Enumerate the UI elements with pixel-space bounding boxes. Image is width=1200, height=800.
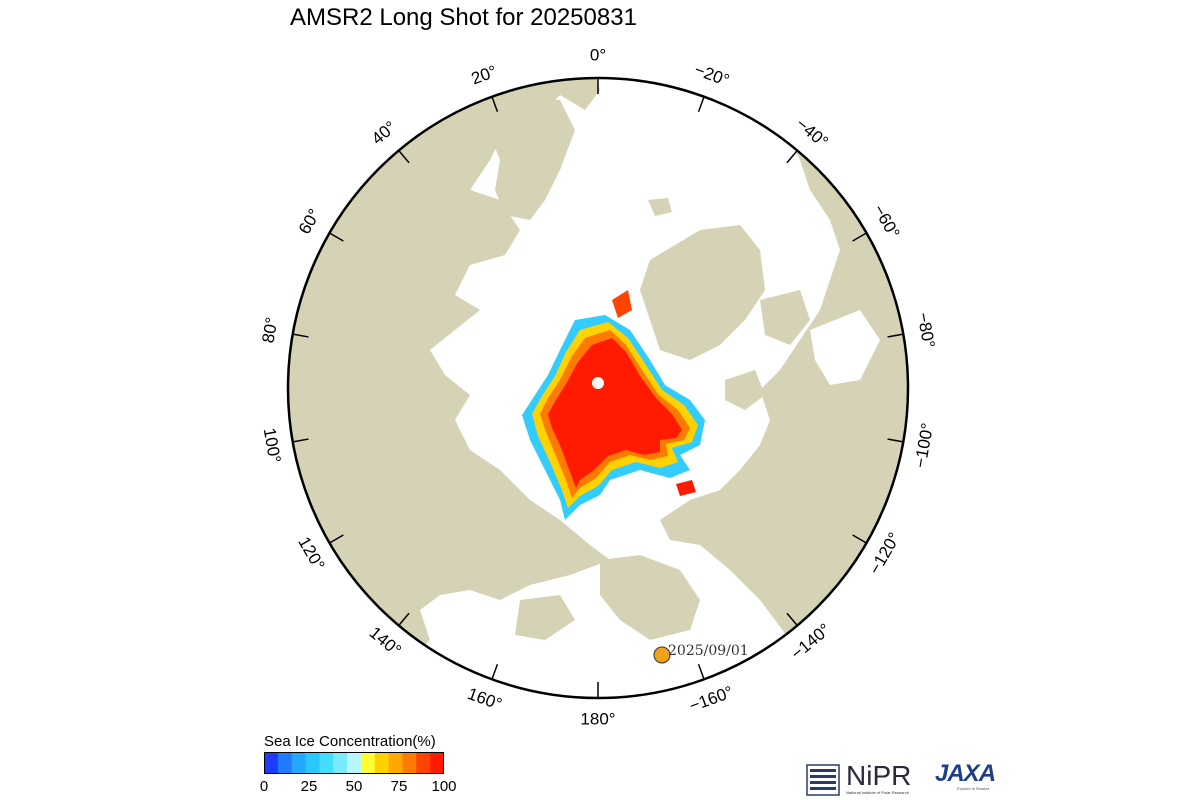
longitude-label: 60°: [295, 206, 324, 238]
longitude-label: 20°: [469, 62, 500, 89]
longitude-tick: [292, 438, 309, 443]
colorbar-swatch: [319, 752, 334, 774]
colorbar-swatch: [277, 752, 293, 774]
longitude-label: 140°: [366, 623, 405, 660]
colorbar-swatch: [430, 752, 444, 774]
longitude-tick: [852, 534, 867, 544]
colorbar: [264, 752, 444, 774]
colorbar-swatch: [388, 752, 403, 774]
longitude-label: −60°: [869, 201, 903, 241]
longitude-label: −160°: [687, 682, 736, 715]
colorbar-swatch: [347, 752, 362, 774]
pole-marker: [592, 377, 604, 389]
longitude-label: −20°: [692, 60, 732, 90]
longitude-ticks: [292, 78, 904, 698]
colorbar-tick-label: 100: [431, 778, 457, 795]
longitude-tick: [697, 96, 705, 112]
colorbar-swatch: [264, 752, 279, 774]
longitude-label: 0°: [590, 45, 606, 64]
longitude-tick: [398, 150, 410, 164]
colorbar-swatch: [333, 752, 348, 774]
ship-position-marker: [653, 646, 671, 664]
nipr-wordmark: NiPR: [846, 760, 912, 791]
nipr-logo: NiPR National Institute of Polar Researc…: [806, 760, 931, 798]
colorbar-swatch: [402, 752, 417, 774]
longitude-tick: [887, 333, 904, 338]
longitude-label: 100°: [260, 427, 285, 465]
colorbar-swatch: [291, 752, 307, 774]
nipr-emblem-icon: [806, 764, 840, 796]
ship-date-label: 2025/09/01: [668, 643, 749, 659]
longitude-tick: [786, 150, 798, 164]
colorbar-tick-label: 50: [345, 778, 363, 795]
longitude-tick: [491, 664, 499, 680]
colorbar-swatch: [416, 752, 431, 774]
longitude-tick: [786, 612, 798, 626]
colorbar-swatch: [305, 752, 320, 774]
map-title: AMSR2 Long Shot for 20250831: [290, 4, 637, 31]
longitude-label: 80°: [258, 316, 281, 345]
longitude-label: −80°: [914, 311, 939, 349]
longitude-label: 160°: [465, 684, 505, 714]
longitude-tick: [292, 333, 309, 338]
colorbar-tick-label: 0: [259, 778, 269, 795]
longitude-label: 40°: [368, 117, 400, 148]
longitude-label: −40°: [792, 114, 832, 151]
longitude-tick: [329, 534, 344, 544]
longitude-tick: [852, 232, 867, 242]
colorbar-tick-label: 25: [300, 778, 318, 795]
longitude-tick: [887, 438, 904, 443]
longitude-label: 120°: [294, 534, 328, 574]
nipr-subtitle: National Institute of Polar Research: [846, 790, 909, 795]
colorbar-title: Sea Ice Concentration(%): [264, 733, 436, 750]
colorbar-border: [264, 752, 444, 774]
jaxa-logo: JAXA Explore to Realize: [935, 760, 1005, 798]
longitude-tick: [398, 612, 410, 626]
longitude-tick: [697, 664, 705, 680]
longitude-label: −100°: [911, 422, 938, 470]
colorbar-swatch: [360, 752, 376, 774]
jaxa-subtitle: Explore to Realize: [957, 786, 990, 791]
colorbar-swatch: [374, 752, 390, 774]
colorbar-ticks: 0 25 50 75 100: [259, 778, 459, 796]
jaxa-wordmark: JAXA: [935, 760, 996, 787]
longitude-tick: [329, 232, 344, 242]
sea-ice: [522, 290, 705, 520]
colorbar-tick-label: 75: [390, 778, 408, 795]
longitude-label: 180°: [580, 709, 615, 728]
longitude-tick: [491, 96, 499, 112]
